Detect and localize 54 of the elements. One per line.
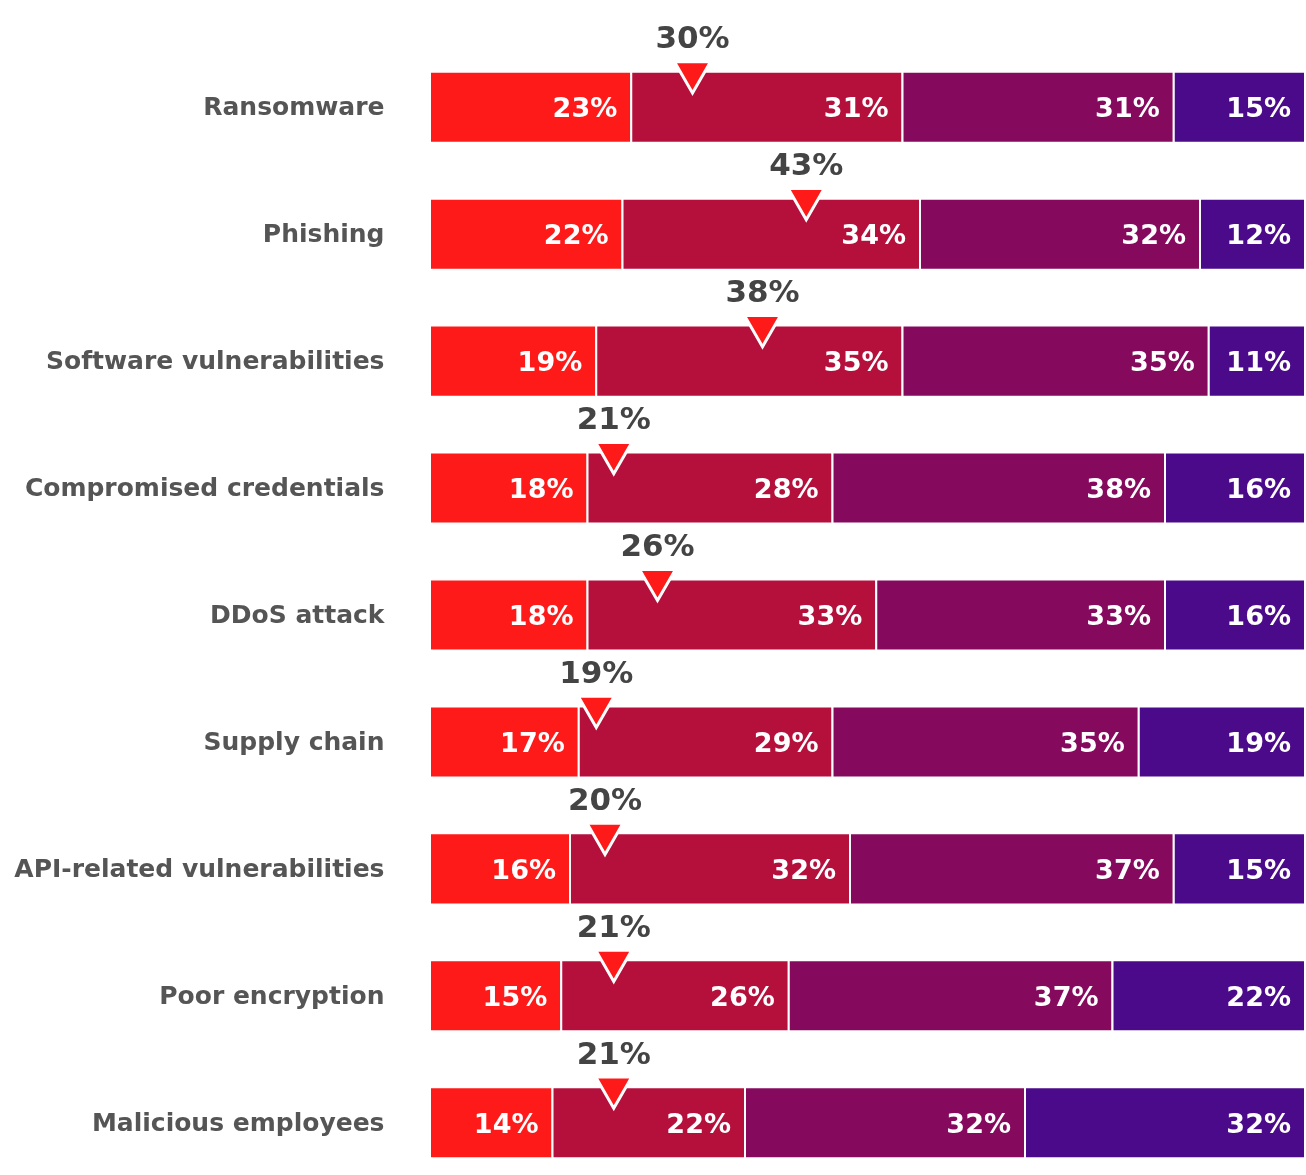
data-label: 33% (797, 600, 863, 631)
y-tick-label: DDoS attack (210, 600, 386, 629)
data-label: 16% (491, 853, 556, 885)
data-label: 38% (1086, 473, 1151, 505)
data-label: 37% (1033, 980, 1099, 1012)
y-tick-label: Poor encryption (159, 980, 385, 1010)
data-label: 15% (1226, 853, 1291, 885)
data-label: 34% (841, 219, 906, 251)
y-tick-label: Phishing (262, 219, 385, 249)
data-label: 19% (517, 346, 583, 378)
data-label: 16% (1226, 600, 1291, 631)
data-label: 20% (567, 780, 643, 817)
data-label: 21% (576, 1034, 651, 1071)
data-label: 22% (666, 1107, 731, 1139)
data-label: 12% (1226, 219, 1291, 251)
data-label: 17% (500, 726, 565, 758)
data-label: 33% (1086, 600, 1151, 631)
y-tick-label: Software vulnerabilities (45, 346, 385, 376)
data-label: 37% (1095, 853, 1160, 885)
data-label: 29% (753, 726, 819, 758)
data-label: 21% (576, 400, 651, 437)
data-label: 18% (508, 600, 574, 631)
data-label: 26% (710, 980, 775, 1012)
y-tick-label: Supply chain (203, 726, 385, 756)
data-label: 32% (1226, 1107, 1291, 1139)
data-label: 35% (823, 346, 889, 378)
data-label: 35% (1130, 346, 1195, 378)
data-label: 15% (482, 980, 548, 1012)
data-label: 19% (559, 653, 634, 690)
data-label: 16% (1226, 473, 1291, 505)
data-label: 26% (620, 527, 695, 563)
data-label: 31% (823, 92, 889, 124)
y-tick-label: Compromised credentials (24, 473, 385, 503)
y-tick-label: Malicious employees (91, 1107, 385, 1137)
data-label: 23% (552, 92, 618, 124)
data-label: 14% (473, 1107, 539, 1139)
data-label: 15% (1226, 92, 1291, 124)
data-label: 11% (1226, 346, 1291, 378)
data-label: 30% (655, 19, 730, 56)
data-label: 18% (508, 473, 574, 505)
data-label: 32% (1121, 219, 1186, 251)
data-label: 19% (1226, 726, 1291, 758)
y-tick-label: API-related vulnerabilities (14, 853, 385, 883)
data-label: 28% (753, 473, 819, 505)
data-label: 35% (1060, 726, 1125, 758)
y-tick-label: Ransomware (203, 92, 385, 122)
data-label: 21% (576, 907, 651, 944)
data-label: 22% (1226, 980, 1291, 1012)
data-label: 32% (771, 853, 836, 885)
data-label: 38% (725, 273, 800, 310)
data-label: 31% (1095, 92, 1160, 124)
data-label: 32% (946, 1107, 1011, 1139)
data-label: 43% (769, 146, 844, 183)
data-label: 22% (543, 219, 609, 251)
